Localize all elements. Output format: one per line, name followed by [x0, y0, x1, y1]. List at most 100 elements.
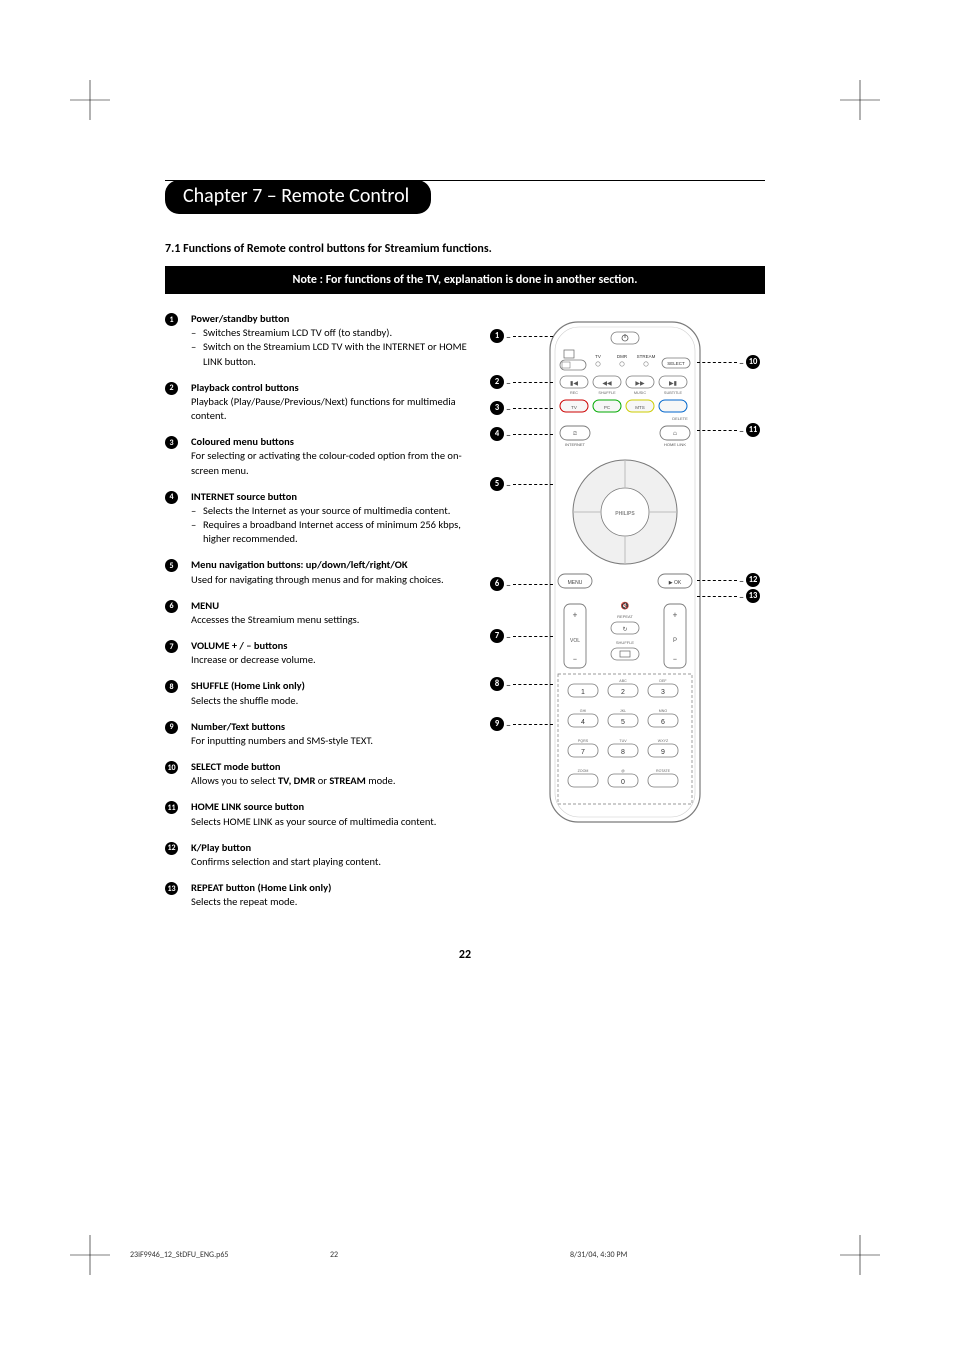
svg-text:TV: TV [595, 354, 601, 359]
svg-text:SHUFFLE: SHUFFLE [598, 391, 616, 395]
svg-text:STREAM: STREAM [637, 354, 656, 359]
svg-text:1: 1 [581, 689, 585, 696]
dash: – [191, 326, 203, 340]
callout-12: –12 [697, 573, 760, 587]
callout-badge: 3 [490, 401, 504, 415]
callout-5: 5– [490, 477, 553, 491]
remote-column: TVDMRSTREAMSELECT▮◀◀◀▶▶▶▮RECSHUFFLEMUSIC… [490, 312, 760, 922]
callout-badge: 13 [746, 589, 760, 603]
item-3: 3Coloured menu buttonsFor selecting or a… [165, 435, 470, 478]
item-title: Coloured menu buttons [191, 435, 470, 449]
item-desc: Used for navigating through menus and fo… [191, 573, 470, 587]
item-body: VOLUME + / – buttonsIncrease or decrease… [191, 639, 470, 667]
item-title: Power/standby button [191, 312, 470, 326]
item-12: 12K/Play buttonConfirms selection and st… [165, 841, 470, 869]
item-4: 4INTERNET source button–Selects the Inte… [165, 490, 470, 547]
item-desc: For inputting numbers and SMS-style TEXT… [191, 734, 470, 748]
svg-text:SHUFFLE: SHUFFLE [616, 640, 635, 645]
callout-badge: 6 [490, 577, 504, 591]
svg-text:−: − [673, 654, 677, 665]
item-11: 11 HOME LINK source buttonSelects HOME LI… [165, 800, 470, 828]
item-2: 2 Playback control buttonsPlayback (Play/… [165, 381, 470, 424]
item-desc: Selects the repeat mode. [191, 895, 470, 909]
item-body: MENUAccesses the Streamium menu settings… [191, 599, 470, 627]
svg-text:VOL: VOL [570, 638, 580, 644]
item-title: REPEAT button (Home Link only) [191, 881, 470, 895]
item-badge-9: 9 [165, 721, 183, 735]
page-footer: 23iF9946_12_StDFU_ENG.p65 22 8/31/04, 4:… [130, 1250, 830, 1260]
svg-text:▮◀: ▮◀ [570, 379, 578, 387]
svg-text:SELECT: SELECT [667, 361, 685, 366]
item-title: SELECT mode button [191, 760, 470, 774]
sub-text: Selects the Internet as your source of m… [203, 504, 470, 518]
svg-text:2: 2 [621, 689, 625, 696]
badge-circle: 8 [165, 680, 178, 693]
item-1: 1 Power/standby button–Switches Streamium… [165, 312, 470, 369]
callout-line [697, 596, 737, 597]
badge-circle: 1 [165, 313, 178, 326]
svg-text:◀◀: ◀◀ [602, 379, 612, 387]
section-title: 7.1 Functions of Remote control buttons … [165, 242, 765, 256]
items-column: 1 Power/standby button–Switches Streamium… [165, 312, 470, 922]
footer-page: 22 [330, 1250, 570, 1260]
item-desc: For selecting or activating the colour-c… [191, 449, 470, 477]
item-badge-13: 13 [165, 882, 183, 896]
footer-timestamp: 8/31/04, 4:30 PM [570, 1250, 627, 1260]
callout-8: 8– [490, 677, 553, 691]
item-10: 10SELECT mode buttonAllows you to select… [165, 760, 470, 788]
item-title: Playback control buttons [191, 381, 470, 395]
svg-text:PC: PC [604, 405, 611, 410]
item-body: REPEAT button (Home Link only)Selects th… [191, 881, 470, 909]
svg-text:TV: TV [571, 405, 577, 410]
callout-line [513, 434, 553, 435]
svg-text:+: + [673, 610, 678, 621]
item-body: HOME LINK source buttonSelects HOME LINK… [191, 800, 470, 828]
svg-text:PQRS: PQRS [578, 739, 589, 743]
item-desc: Playback (Play/Pause/Previous/Next) func… [191, 395, 470, 423]
svg-text:JKL: JKL [620, 709, 626, 713]
callout-10: –10 [697, 355, 760, 369]
callout-badge: 7 [490, 629, 504, 643]
svg-text:REPEAT: REPEAT [617, 614, 633, 619]
svg-text:⌂: ⌂ [673, 431, 677, 437]
svg-text:6: 6 [661, 719, 665, 726]
svg-text:DEF: DEF [659, 679, 667, 683]
item-sub: –Selects the Internet as your source of … [191, 504, 470, 518]
item-desc: Accesses the Streamium menu settings. [191, 613, 470, 627]
item-body: Power/standby button–Switches Streamium … [191, 312, 470, 369]
item-5: 5Menu navigation buttons: up/down/left/r… [165, 558, 470, 586]
svg-text:REC: REC [570, 391, 578, 395]
page-number: 22 [165, 948, 765, 962]
svg-text:7: 7 [581, 749, 585, 756]
item-9: 9Number/Text buttonsFor inputting number… [165, 720, 470, 748]
dash: – [191, 340, 203, 368]
item-7: 7VOLUME + / – buttonsIncrease or decreas… [165, 639, 470, 667]
item-body: INTERNET source button–Selects the Inter… [191, 490, 470, 547]
svg-text:GHI: GHI [580, 709, 586, 713]
callout-9: 9– [490, 717, 553, 731]
svg-text:⎚: ⎚ [573, 431, 577, 437]
svg-text:MNO: MNO [659, 709, 668, 713]
item-desc: Allows you to select TV, DMR or STREAM m… [191, 774, 470, 788]
svg-text:+: + [573, 610, 578, 621]
svg-text:▶▶: ▶▶ [635, 379, 645, 387]
item-badge-2: 2 [165, 382, 183, 396]
callout-badge: 12 [746, 573, 760, 587]
svg-text:ZOOM: ZOOM [578, 769, 589, 773]
svg-text:▶ OK: ▶ OK [669, 580, 682, 586]
svg-text:0: 0 [621, 779, 625, 786]
item-badge-12: 12 [165, 842, 183, 856]
callout-11: –11 [697, 423, 760, 437]
item-body: Coloured menu buttonsFor selecting or ac… [191, 435, 470, 478]
item-badge-11: 11 [165, 801, 183, 815]
svg-text:3: 3 [661, 689, 665, 696]
svg-text:P: P [673, 638, 677, 644]
svg-text:MENU: MENU [568, 580, 583, 586]
footer-filename: 23iF9946_12_StDFU_ENG.p65 [130, 1250, 330, 1260]
callout-3: 3– [490, 401, 553, 415]
sub-text: Requires a broadband Internet access of … [203, 518, 470, 546]
dash: – [191, 518, 203, 546]
item-title: SHUFFLE (Home Link only) [191, 679, 470, 693]
svg-text:MTS: MTS [635, 405, 645, 410]
item-sub: –Switch on the Streamium LCD TV with the… [191, 340, 470, 368]
